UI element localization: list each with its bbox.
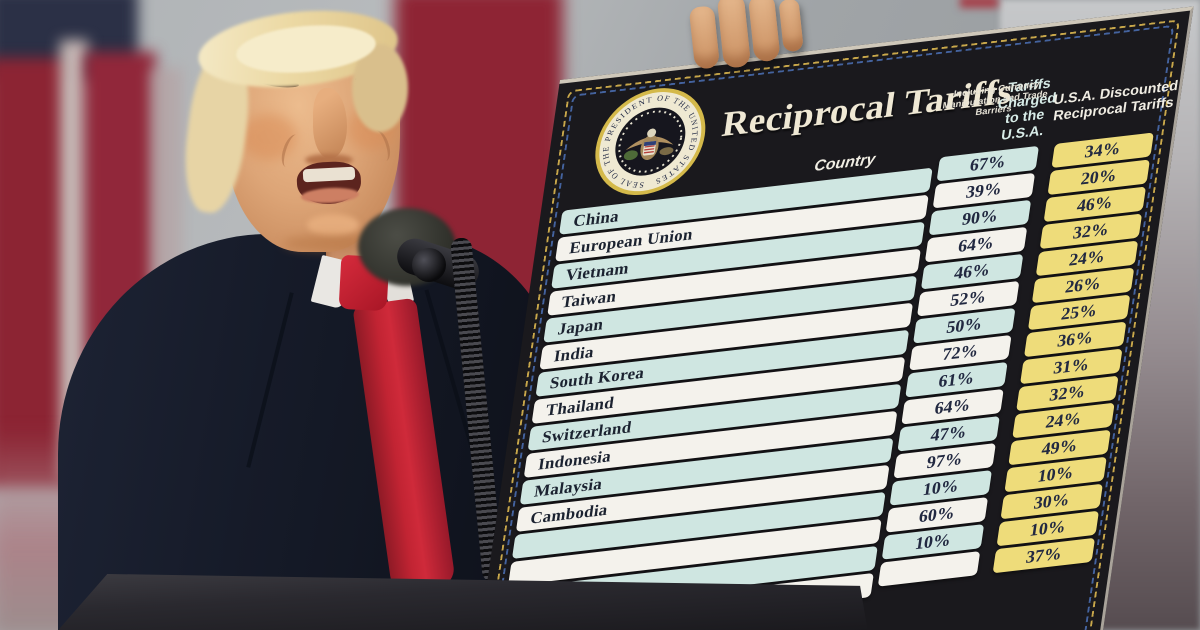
chin-highlight [307,214,359,236]
tariff-board: SEAL OF THE PRESIDENT OF THE UNITED STAT… [445,6,1194,630]
flag-sliver [960,0,998,8]
hand-holding-board [688,0,808,84]
teeth [302,166,356,183]
nose [313,88,347,158]
finger [716,0,752,69]
finger [688,5,721,70]
finger [778,0,804,53]
presidential-seal-icon: SEAL OF THE PRESIDENT OF THE UNITED STAT… [595,88,706,196]
finger [747,0,781,63]
microphone-connector-icon [412,248,446,282]
cheek [241,114,297,160]
jaw-shadow [283,235,378,251]
